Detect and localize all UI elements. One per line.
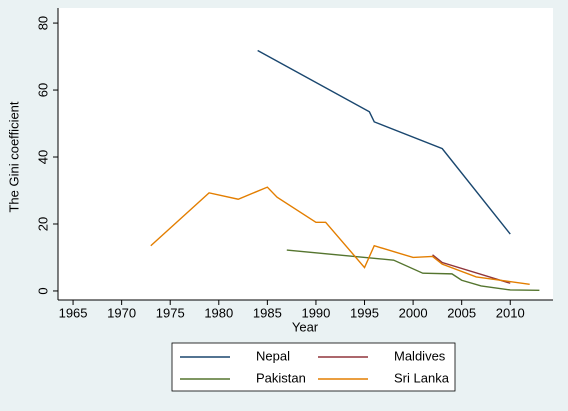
legend-label: Nepal xyxy=(256,348,290,363)
x-tick-label: 1995 xyxy=(350,305,379,320)
y-tick-label: 40 xyxy=(35,150,50,164)
series-line xyxy=(286,249,540,291)
x-tick-label: 1975 xyxy=(156,305,185,320)
series-line xyxy=(257,49,511,235)
x-tick-label: 1985 xyxy=(253,305,282,320)
series-line xyxy=(150,186,530,285)
legend xyxy=(171,342,456,392)
y-axis-label: The Gini coefficient xyxy=(6,101,21,212)
x-tick-label: 2000 xyxy=(399,305,428,320)
legend-label: Maldives xyxy=(394,348,446,363)
x-tick-label: 1990 xyxy=(301,305,330,320)
x-tick-label: 1965 xyxy=(59,305,88,320)
x-tick-label: 2010 xyxy=(496,305,525,320)
x-axis-label: Year xyxy=(292,319,319,334)
series-line xyxy=(432,254,511,284)
legend-label: Sri Lanka xyxy=(394,370,450,385)
x-tick-label: 1980 xyxy=(204,305,233,320)
y-tick-label: 0 xyxy=(35,287,50,294)
x-tick-label: 2005 xyxy=(447,305,476,320)
y-tick-label: 20 xyxy=(35,217,50,231)
plot-area xyxy=(58,8,553,300)
y-tick-label: 80 xyxy=(35,16,50,30)
x-tick-label: 1970 xyxy=(107,305,136,320)
legend-label: Pakistan xyxy=(256,370,306,385)
y-tick-label: 60 xyxy=(35,83,50,97)
